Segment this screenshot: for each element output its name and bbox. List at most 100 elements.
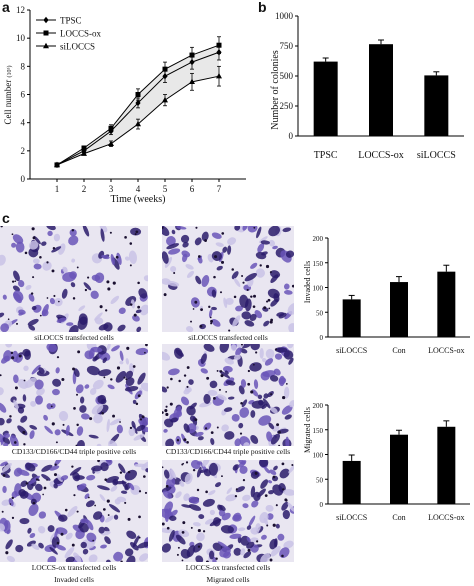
stained-cell — [69, 228, 77, 237]
pore-dot — [173, 271, 176, 274]
y-tick-label: 12 — [16, 5, 25, 15]
stained-cell — [2, 294, 7, 300]
stained-cell — [32, 258, 40, 264]
stained-cell — [143, 275, 148, 282]
pore-dot — [284, 498, 288, 502]
stained-cell — [215, 242, 224, 247]
square-marker — [216, 42, 222, 48]
stained-cell — [86, 474, 96, 481]
pore-dot — [246, 288, 249, 291]
pore-dot — [269, 558, 273, 562]
pore-dot — [250, 295, 253, 298]
pore-dot — [18, 354, 22, 358]
pore-dot — [291, 284, 294, 288]
stained-cell — [30, 498, 37, 505]
stained-cell — [124, 386, 139, 392]
stained-cell — [232, 514, 242, 522]
square-marker — [108, 125, 114, 131]
stained-cell — [195, 275, 202, 285]
stained-cell — [94, 312, 103, 321]
stained-cell — [25, 377, 37, 388]
stained-cell — [41, 303, 49, 317]
pore-dot — [178, 379, 181, 383]
stained-cell — [67, 506, 78, 518]
stained-cell — [266, 513, 274, 520]
y-tick-label: 8 — [21, 61, 26, 71]
category-label: TPSC — [314, 150, 338, 161]
square-marker — [135, 92, 141, 97]
stained-cell — [256, 226, 262, 239]
pore-dot — [165, 484, 169, 488]
stained-cell — [93, 413, 103, 424]
pore-dot — [194, 300, 198, 304]
pore-dot — [75, 444, 78, 446]
y-axis-label: Invaded cells — [303, 261, 312, 303]
stained-cell — [201, 275, 210, 287]
stained-cell — [287, 302, 294, 315]
stained-cell — [100, 228, 105, 242]
stained-cell — [29, 533, 36, 539]
stained-cell — [168, 529, 175, 542]
pore-dot — [214, 255, 218, 259]
stained-cell — [171, 229, 176, 235]
stained-cell — [175, 534, 186, 545]
category-label: siLOCCS — [336, 346, 367, 355]
stained-cell — [267, 480, 273, 484]
pore-dot — [9, 415, 12, 418]
stained-cell — [85, 500, 95, 508]
triangle-marker — [43, 42, 49, 49]
stained-cell — [26, 540, 36, 547]
stained-cell — [125, 370, 134, 379]
stained-cell — [203, 344, 215, 352]
stained-cell — [282, 227, 292, 233]
stained-cell — [52, 388, 60, 396]
pore-dot — [137, 394, 141, 398]
stained-cell — [273, 465, 278, 471]
stained-cell — [36, 387, 45, 396]
stained-cell — [55, 367, 60, 374]
stained-cell — [264, 358, 274, 366]
pore-dot — [205, 490, 208, 494]
stained-cell — [35, 395, 43, 405]
pore-dot — [53, 473, 57, 477]
stained-cell — [186, 270, 195, 278]
pore-dot — [107, 287, 111, 291]
stained-cell — [71, 258, 76, 263]
y-tick-label: 6 — [21, 90, 26, 100]
pore-dot — [0, 226, 3, 228]
bar — [342, 460, 361, 504]
y-tick-label: 2 — [21, 146, 26, 156]
stained-cell — [23, 365, 29, 371]
x-tick-label: 4 — [136, 184, 141, 194]
micrograph-caption: siLOCCS transfected cells — [188, 333, 268, 342]
stained-cell — [163, 428, 168, 433]
stained-cell — [29, 425, 38, 430]
stained-cell — [162, 386, 168, 393]
stained-cell — [218, 504, 226, 511]
stained-cell — [28, 293, 35, 302]
bar — [437, 426, 456, 504]
stained-cell — [38, 542, 44, 549]
stained-cell — [27, 527, 32, 534]
stained-cell — [229, 533, 242, 539]
stained-cell — [118, 307, 126, 315]
stained-cell — [101, 254, 110, 260]
stained-cell — [88, 554, 98, 562]
stained-cell — [138, 288, 148, 299]
x-tick-label: 6 — [190, 184, 195, 194]
pore-dot — [119, 421, 121, 423]
pore-dot — [162, 522, 165, 526]
stained-cell — [99, 494, 106, 502]
stained-cell — [13, 399, 20, 412]
stained-cell — [170, 266, 177, 273]
stained-cell — [54, 429, 61, 436]
stained-cell — [225, 297, 234, 305]
stained-cell — [242, 494, 251, 502]
diamond-marker — [43, 16, 49, 24]
pore-dot — [76, 510, 79, 513]
stained-cell — [268, 490, 274, 495]
pore-dot — [233, 295, 237, 299]
stained-cell — [33, 263, 42, 270]
stained-cell — [264, 466, 271, 474]
stained-cell — [61, 288, 68, 299]
